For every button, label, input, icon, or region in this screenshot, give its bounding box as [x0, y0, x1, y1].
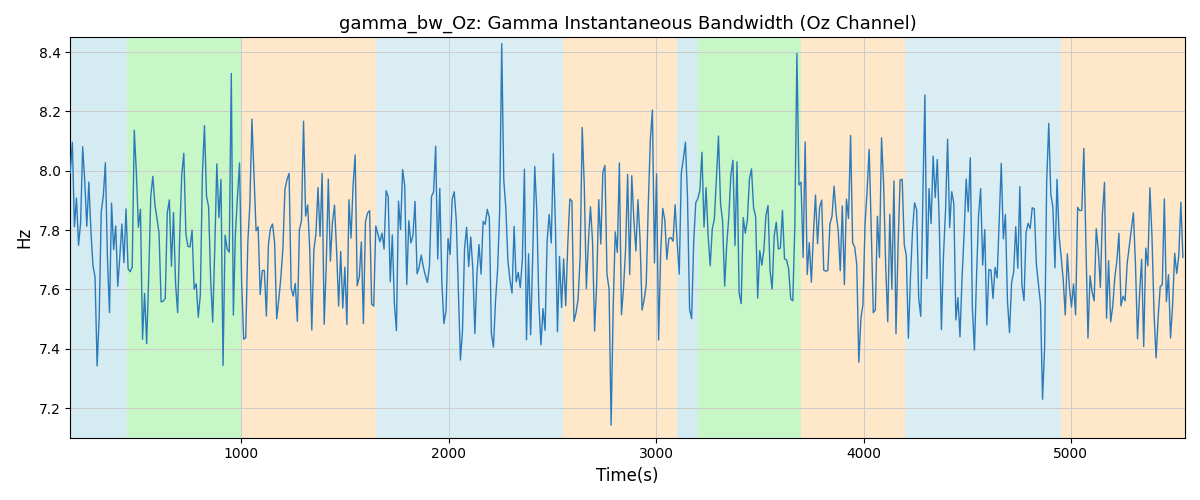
Bar	[1061, 38, 1184, 438]
Bar	[802, 38, 905, 438]
Bar	[905, 38, 1061, 438]
Bar	[241, 38, 376, 438]
Bar	[376, 38, 563, 438]
Bar	[127, 38, 241, 438]
Bar	[697, 38, 802, 438]
Title: gamma_bw_Oz: Gamma Instantaneous Bandwidth (Oz Channel): gamma_bw_Oz: Gamma Instantaneous Bandwid…	[338, 15, 917, 34]
Bar	[71, 38, 127, 438]
X-axis label: Time(s): Time(s)	[596, 467, 659, 485]
Bar	[563, 38, 677, 438]
Bar	[677, 38, 697, 438]
Y-axis label: Hz: Hz	[16, 227, 34, 248]
